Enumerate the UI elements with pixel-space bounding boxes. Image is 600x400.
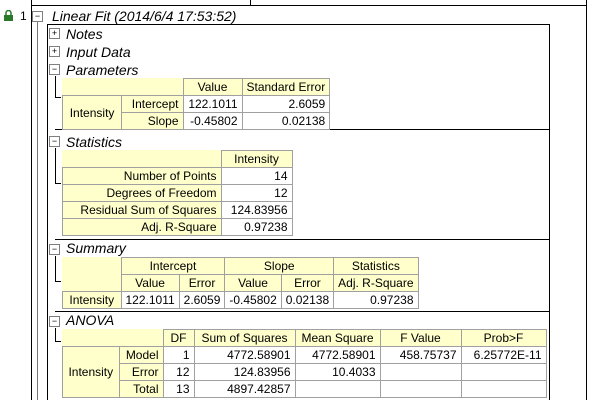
summary-divider xyxy=(55,311,550,312)
anova-header: F Value xyxy=(379,329,462,347)
summary-subheader: Error xyxy=(280,274,335,292)
summary-subheader: Value xyxy=(224,274,282,292)
anova-tree-line-h xyxy=(55,341,61,342)
stats-row-label: Degrees of Freedom xyxy=(62,184,222,202)
param-row-label: Intercept xyxy=(121,95,184,113)
summary-subheader: Value xyxy=(120,274,180,292)
tree-line-main xyxy=(37,22,38,400)
stats-cell[interactable]: 14 xyxy=(220,167,293,185)
anova-cell[interactable] xyxy=(460,363,547,381)
panel-border-right xyxy=(549,24,550,400)
collapse-report-icon[interactable]: − xyxy=(32,11,43,22)
param-header-error: Standard Error xyxy=(241,78,331,96)
collapse-parameters-icon[interactable]: − xyxy=(49,64,60,75)
anova-cell[interactable]: 6.25772E-11 xyxy=(460,346,547,364)
param-group-label: Intensity xyxy=(61,95,123,130)
anova-cell[interactable]: 10.4033 xyxy=(294,363,381,381)
collapse-statistics-icon[interactable]: − xyxy=(49,136,60,147)
summary-group-header: Intercept xyxy=(120,257,226,275)
stats-row-label: Number of Points xyxy=(62,167,222,185)
anova-row-label: Error xyxy=(118,363,164,381)
statistics-divider xyxy=(55,239,550,240)
anova-cell[interactable]: 12 xyxy=(162,363,195,381)
panel-border-top xyxy=(47,24,550,25)
right-border xyxy=(586,0,587,400)
anova-cell[interactable] xyxy=(379,363,462,381)
param-row-label: Slope xyxy=(121,112,184,130)
anova-cell[interactable]: 4897.42857 xyxy=(193,380,296,398)
summary-group-header: Slope xyxy=(224,257,335,275)
summary-cell[interactable]: 122.1011 xyxy=(120,291,180,309)
anova-cell[interactable]: 13 xyxy=(162,380,195,398)
input-data-node[interactable]: Input Data xyxy=(66,44,131,60)
stats-row-label: Residual Sum of Squares xyxy=(62,201,222,219)
statistics-tree-line-h xyxy=(55,183,61,184)
anova-group-label: Intensity xyxy=(62,346,120,398)
summary-subheader: Error xyxy=(178,274,226,292)
collapse-summary-icon[interactable]: − xyxy=(49,244,60,255)
statistics-table: Intensity Number of Points 14 Degrees of… xyxy=(62,150,293,236)
statistics-node[interactable]: Statistics xyxy=(66,134,123,150)
summary-table: Intercept Slope Statistics Value Error V… xyxy=(62,257,419,309)
anova-cell[interactable] xyxy=(460,380,547,398)
parameters-tree-line xyxy=(55,76,56,98)
stats-header: Intensity xyxy=(220,150,293,168)
anova-cell[interactable]: 4772.58901 xyxy=(294,346,381,364)
anova-cell[interactable]: 458.75737 xyxy=(379,346,462,364)
anova-row-label: Model xyxy=(118,346,164,364)
anova-header: DF xyxy=(162,329,195,347)
expand-notes-icon[interactable]: + xyxy=(49,28,60,39)
parameters-node[interactable]: Parameters xyxy=(66,62,139,78)
param-cell[interactable]: 122.1011 xyxy=(182,95,243,113)
summary-tree-line xyxy=(55,256,56,282)
anova-table: DF Sum of Squares Mean Square F Value Pr… xyxy=(62,329,547,398)
anova-node[interactable]: ANOVA xyxy=(66,312,115,328)
summary-cell[interactable]: 0.97238 xyxy=(333,291,419,309)
param-cell[interactable]: 2.6059 xyxy=(241,95,331,113)
parameters-tree-line-h xyxy=(55,97,61,98)
stats-cell[interactable]: 124.83956 xyxy=(220,201,293,219)
anova-header: Prob>F xyxy=(460,329,547,347)
expand-input-data-icon[interactable]: + xyxy=(49,46,60,57)
summary-cell[interactable]: 2.6059 xyxy=(178,291,226,309)
anova-header: Mean Square xyxy=(294,329,381,347)
lock-icon xyxy=(3,9,14,21)
param-cell[interactable]: -0.45802 xyxy=(182,112,243,130)
summary-node[interactable]: Summary xyxy=(66,240,126,256)
parameters-table: Value Standard Error Intensity Intercept… xyxy=(61,78,331,130)
anova-header: Sum of Squares xyxy=(193,329,296,347)
collapse-anova-icon[interactable]: − xyxy=(49,316,60,327)
panel-border-left xyxy=(47,24,48,400)
stats-cell[interactable]: 12 xyxy=(220,184,293,202)
header-strip xyxy=(250,0,251,5)
anova-cell[interactable]: 124.83956 xyxy=(193,363,296,381)
anova-cell[interactable]: 4772.58901 xyxy=(193,346,296,364)
summary-cell[interactable]: -0.45802 xyxy=(224,291,282,309)
notes-node[interactable]: Notes xyxy=(66,26,103,42)
summary-group-header: Statistics xyxy=(333,257,419,275)
row-number: 1 xyxy=(20,9,27,23)
top-border xyxy=(31,5,587,6)
left-border xyxy=(31,0,32,400)
param-header-value: Value xyxy=(182,78,243,96)
anova-cell[interactable] xyxy=(379,380,462,398)
stats-row-label: Adj. R-Square xyxy=(62,218,222,236)
anova-tree-line xyxy=(55,328,56,342)
param-cell[interactable]: 0.02138 xyxy=(241,112,331,130)
anova-cell[interactable]: 1 xyxy=(162,346,195,364)
summary-subheader: Adj. R-Square xyxy=(333,274,419,292)
anova-row-label: Total xyxy=(118,380,164,398)
summary-cell[interactable]: 0.02138 xyxy=(280,291,335,309)
anova-cell[interactable] xyxy=(294,380,381,398)
statistics-tree-line xyxy=(55,148,56,184)
summary-tree-line-h xyxy=(55,281,61,282)
report-title: Linear Fit (2014/6/4 17:53:52) xyxy=(52,8,237,24)
summary-row-label: Intensity xyxy=(62,291,122,309)
stats-cell[interactable]: 0.97238 xyxy=(220,218,293,236)
